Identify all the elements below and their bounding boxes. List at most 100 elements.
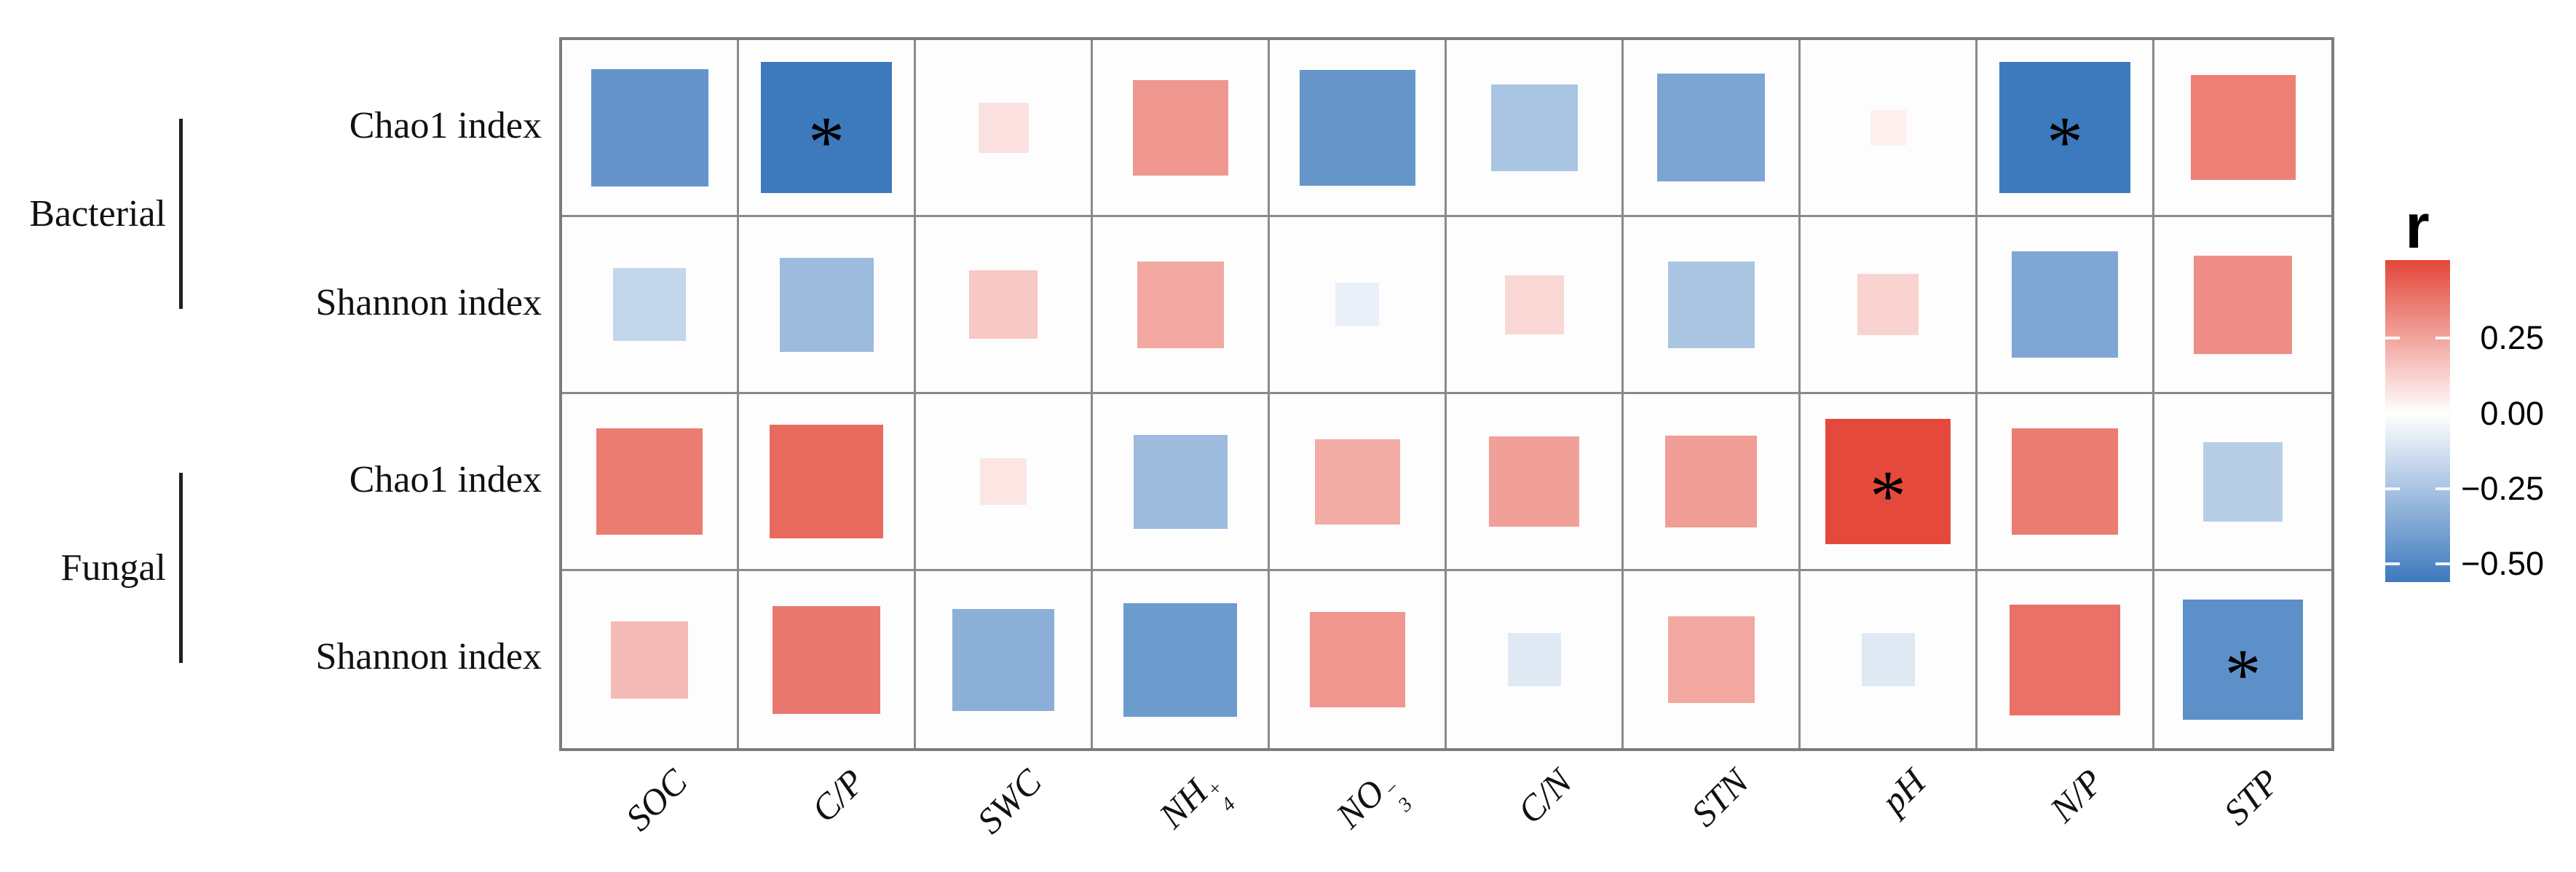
corr-cell	[1624, 217, 1801, 394]
row-label: Shannon index	[315, 636, 542, 677]
corr-square	[770, 425, 883, 538]
corr-cell: *	[2154, 571, 2331, 748]
corr-cell	[2154, 394, 2331, 571]
legend-tick-mark	[2435, 337, 2450, 339]
corr-cell	[1447, 394, 1624, 571]
corr-cell	[562, 394, 739, 571]
corr-square	[1335, 283, 1379, 326]
corr-cell	[1978, 394, 2154, 571]
corr-cell: *	[1801, 394, 1978, 571]
x-axis-label: pH	[1873, 761, 1934, 822]
corr-square	[1123, 602, 1237, 717]
corr-cell	[1978, 217, 2154, 394]
corr-square	[1314, 439, 1400, 525]
row-label: Chao1 index	[349, 105, 542, 146]
corr-square	[1132, 79, 1228, 176]
x-axis-label: N/P	[2042, 761, 2111, 830]
corr-cell	[739, 571, 916, 748]
group-label-bacterial: Bacterial	[29, 193, 166, 235]
corr-square	[1137, 261, 1224, 348]
x-axis-label: NO −3	[1327, 771, 1418, 836]
corr-square	[1504, 275, 1564, 334]
legend-tick-mark	[2385, 487, 2400, 490]
corr-square	[773, 605, 880, 714]
corr-square	[1299, 69, 1415, 186]
legend-colorbar	[2385, 260, 2450, 582]
corr-cell	[1801, 40, 1978, 217]
group-label-fungal: Fungal	[60, 547, 166, 589]
group-bracket	[179, 119, 183, 309]
corr-square	[952, 608, 1054, 711]
corr-cell	[1270, 217, 1447, 394]
corr-square	[2012, 428, 2118, 535]
legend-tick-mark	[2435, 487, 2450, 490]
legend-tick-label: 0.00	[2480, 395, 2544, 432]
legend-tick-mark	[2385, 562, 2400, 565]
corr-square	[590, 68, 708, 186]
corr-square	[1507, 633, 1561, 686]
corr-square	[969, 270, 1038, 339]
row-label: Shannon index	[315, 282, 542, 323]
corr-cell	[739, 217, 916, 394]
corr-cell	[562, 571, 739, 748]
legend-tick-label: −0.50	[2461, 545, 2544, 582]
corr-square	[1870, 109, 1906, 146]
x-axis-label: STN	[1683, 761, 1757, 835]
corr-square	[1857, 274, 1919, 335]
x-axis-label: C/N	[1509, 761, 1580, 832]
corr-square	[1309, 612, 1405, 707]
corr-square	[2194, 255, 2292, 354]
legend-tick-mark	[2435, 412, 2450, 415]
corr-cell	[916, 40, 1093, 217]
corr-cell	[562, 217, 739, 394]
corr-cell	[1447, 217, 1624, 394]
legend-tick-label: 0.25	[2480, 319, 2544, 356]
x-axis-label: STP	[2216, 761, 2288, 833]
corr-square	[761, 62, 892, 193]
corr-square	[2010, 604, 2120, 715]
corr-grid: * * * *	[559, 37, 2334, 751]
corr-square	[2012, 251, 2118, 358]
corr-cell: *	[1978, 40, 2154, 217]
corr-square	[2203, 441, 2283, 522]
corr-cell	[1801, 571, 1978, 748]
corr-cell	[916, 394, 1093, 571]
x-axis-label: NH +4	[1150, 771, 1241, 836]
corr-cell	[1093, 217, 1270, 394]
corr-square	[1133, 434, 1228, 529]
corr-cell	[1093, 394, 1270, 571]
corr-cell	[1978, 571, 2154, 748]
corr-cell	[1093, 571, 1270, 748]
corr-cell	[1270, 40, 1447, 217]
corr-square	[1999, 62, 2130, 193]
corr-square	[1490, 84, 1578, 171]
x-axis-label: C/P	[803, 761, 872, 830]
corr-cell	[1447, 40, 1624, 217]
corr-cell	[562, 40, 739, 217]
corr-square	[1861, 633, 1915, 686]
corr-square	[980, 458, 1027, 505]
row-label: Chao1 index	[349, 459, 542, 500]
legend-title: r	[2405, 192, 2430, 262]
corr-cell	[2154, 40, 2331, 217]
corr-square	[1489, 436, 1579, 527]
corr-square	[2190, 75, 2296, 180]
legend-tick-mark	[2435, 562, 2450, 565]
corr-cell	[1624, 571, 1801, 748]
x-axis-label: SOC	[617, 761, 695, 838]
corr-cell	[916, 217, 1093, 394]
corr-square	[1667, 616, 1755, 703]
corr-square	[613, 268, 686, 341]
corr-cell	[1624, 394, 1801, 571]
corr-square	[1825, 419, 1951, 544]
corr-cell	[916, 571, 1093, 748]
legend-tick-mark	[2385, 412, 2400, 415]
corr-square	[978, 102, 1029, 153]
legend-tick-mark	[2385, 337, 2400, 339]
corr-square	[2183, 600, 2303, 720]
corr-square	[611, 621, 688, 699]
group-bracket	[179, 473, 183, 663]
corr-cell	[2154, 217, 2331, 394]
corr-cell	[1270, 571, 1447, 748]
